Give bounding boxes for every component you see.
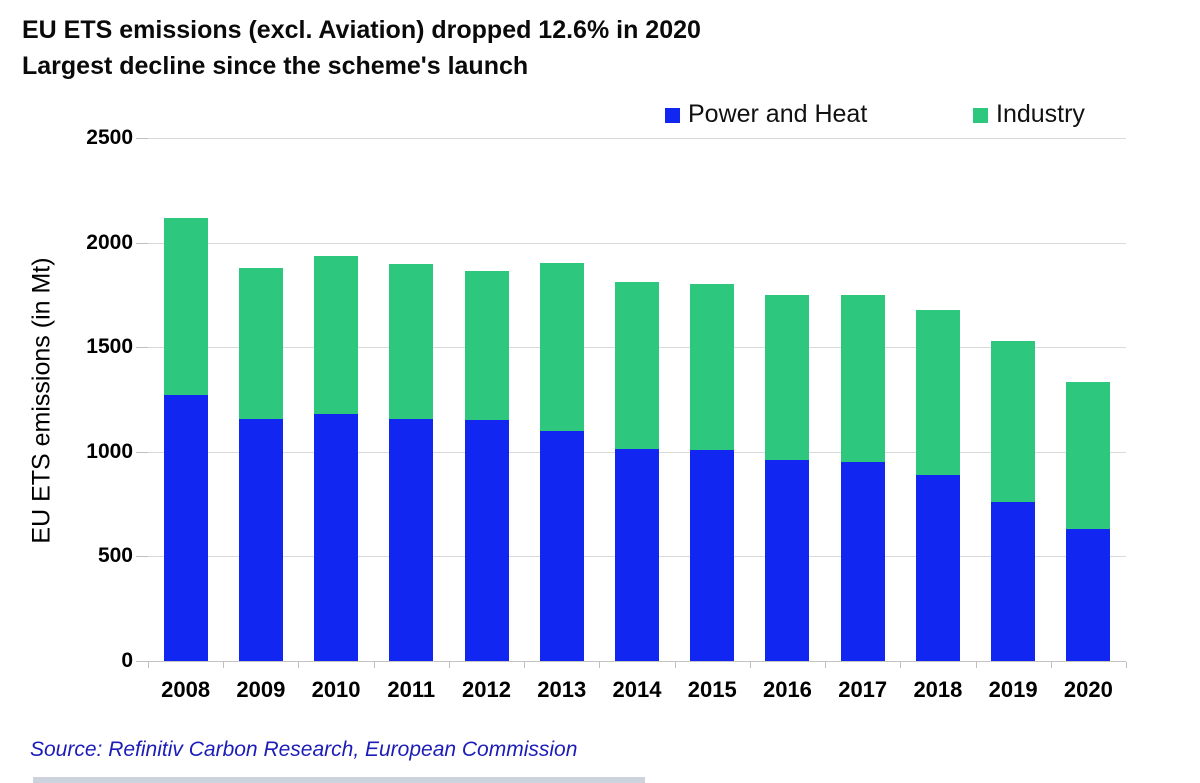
source-attribution: Source: Refinitiv Carbon Research, Europ… <box>30 738 578 761</box>
x-axis-line <box>148 661 1126 662</box>
bar-segment-industry-2012 <box>464 271 509 421</box>
x-axis-tick <box>148 662 149 668</box>
y-tick-label: 500 <box>97 544 133 568</box>
x-tick-label-2019: 2019 <box>988 677 1038 702</box>
bar-segment-power-2009 <box>238 419 283 661</box>
x-tick-label-2020: 2020 <box>1063 677 1113 702</box>
x-axis-tick <box>373 662 375 668</box>
y-tick-label: 1000 <box>86 439 133 463</box>
legend-item-industry: Industry <box>973 100 1085 129</box>
bar-segment-industry-2011 <box>389 263 434 420</box>
bar-segment-power-2011 <box>389 419 434 661</box>
bar-segment-power-2008 <box>163 395 208 661</box>
x-axis-tick <box>1126 662 1127 668</box>
y-axis-tick <box>136 661 148 662</box>
bar-segment-power-2018 <box>915 474 960 661</box>
x-tick-label-2011: 2011 <box>387 677 436 702</box>
x-axis-tick <box>900 662 902 668</box>
bar-segment-industry-2015 <box>690 283 735 451</box>
bar-segment-industry-2019 <box>991 340 1036 502</box>
x-axis-tick <box>298 662 300 668</box>
y-axis-tick <box>136 556 148 558</box>
chart-title: EU ETS emissions (excl. Aviation) droppe… <box>22 16 701 44</box>
gridline-2000 <box>148 242 1126 244</box>
bar-segment-power-2019 <box>991 501 1036 661</box>
bar-segment-power-2016 <box>765 459 810 661</box>
bar-segment-industry-2008 <box>163 217 208 396</box>
legend-swatch-industry-icon <box>973 108 988 123</box>
x-tick-label-2012: 2012 <box>462 677 511 702</box>
bar-segment-industry-2020 <box>1066 382 1111 530</box>
bar-segment-power-2020 <box>1066 529 1111 661</box>
x-tick-label-2017: 2017 <box>838 677 888 702</box>
bar-segment-industry-2010 <box>314 255 359 414</box>
x-tick-label-2014: 2014 <box>612 677 662 702</box>
bar-segment-power-2012 <box>464 420 509 661</box>
x-axis-tick <box>1050 662 1052 668</box>
x-axis-tick <box>674 662 676 668</box>
bar-segment-power-2010 <box>314 413 359 661</box>
y-axis-title: EU ETS emissions (in Mt) <box>27 257 56 544</box>
legend-label-industry: Industry <box>996 100 1085 128</box>
x-tick-label-2013: 2013 <box>537 677 587 702</box>
y-tick-label: 2500 <box>86 126 133 149</box>
chart-subtitle: Largest decline since the scheme's launc… <box>22 52 529 80</box>
bar-segment-power-2017 <box>840 462 885 661</box>
x-axis-tick <box>975 662 977 668</box>
legend-label-power: Power and Heat <box>688 100 868 128</box>
bar-segment-industry-2017 <box>840 294 885 463</box>
y-axis-tick <box>136 242 148 244</box>
x-axis-tick <box>749 662 751 668</box>
y-tick-label: 0 <box>121 649 133 672</box>
x-axis-tick <box>524 662 526 668</box>
bar-segment-industry-2013 <box>539 262 584 431</box>
x-tick-label-2009: 2009 <box>236 677 286 702</box>
x-axis-tick <box>825 662 827 668</box>
y-axis-tick <box>136 138 148 139</box>
legend-item-power-and-heat: Power and Heat <box>665 100 867 129</box>
x-tick-label-2018: 2018 <box>913 677 963 702</box>
y-tick-label: 1500 <box>86 335 133 359</box>
x-tick-label-2008: 2008 <box>161 677 211 702</box>
bar-segment-power-2015 <box>690 450 735 661</box>
plot-area: 0 500 1000 1500 2000 2500 2008 2009 2010 2011 2012… <box>86 127 1127 702</box>
x-axis-tick <box>448 662 450 668</box>
y-tick-label: 2000 <box>86 230 133 254</box>
bar-segment-industry-2014 <box>615 281 659 449</box>
bar-segment-power-2013 <box>539 430 584 661</box>
y-axis-tick <box>136 347 148 349</box>
x-axis-tick <box>223 662 225 668</box>
x-tick-label-2015: 2015 <box>687 677 737 702</box>
x-tick-label-2010: 2010 <box>311 677 361 702</box>
y-axis-tick <box>136 451 148 453</box>
x-tick-label-2016: 2016 <box>762 677 812 702</box>
bar-segment-industry-2009 <box>238 268 283 420</box>
gridline-2500 <box>148 138 1126 139</box>
bar-segment-industry-2016 <box>765 295 810 460</box>
bar-segment-power-2014 <box>615 448 659 661</box>
x-axis-tick <box>599 662 601 668</box>
bar-segment-industry-2018 <box>915 309 960 475</box>
legend-swatch-power-icon <box>665 108 680 123</box>
footer-strip-partial <box>33 777 645 783</box>
